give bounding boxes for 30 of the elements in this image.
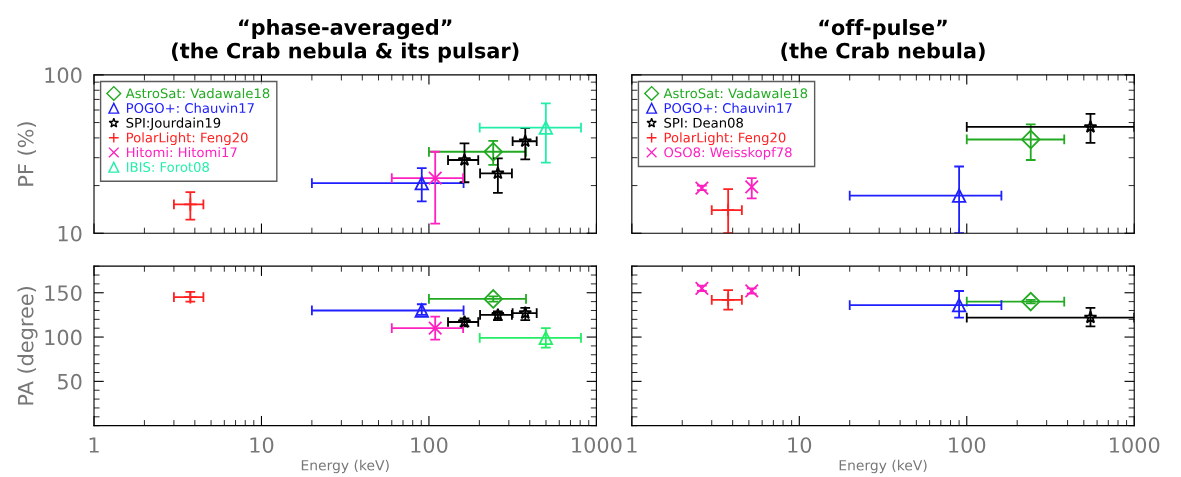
legend-label: IBIS: Forot08 [126, 162, 209, 173]
y-tick-label: 150 [45, 285, 82, 301]
x-tick-label: 1 [627, 437, 637, 453]
y-tick-label: 10 [58, 225, 82, 242]
y-tick-label: 50 [57, 373, 82, 390]
x-tick-label: 100 [949, 437, 986, 453]
y-axis-title: PA (degree) [17, 287, 38, 405]
y-tick-label: 100 [45, 67, 82, 84]
legend-label: SPI: Dean08 [664, 117, 743, 128]
x-tick-label: 100 [411, 437, 448, 453]
chart-title: “phase-averaged” (the Crab nebula & its pulsar) [172, 18, 519, 63]
y-axis-title: PF (%) [17, 122, 36, 186]
x-axis-title: Energy (keV) [839, 459, 927, 474]
legend-label: SPI:Jourdain19 [126, 117, 221, 131]
x-tick-label: 10 [250, 437, 274, 453]
legend-label: AstroSat: Vadawale18 [125, 88, 270, 99]
x-tick-label: 1000 [572, 437, 622, 453]
legend-label: POGO+: Chauvin17 [126, 102, 254, 114]
x-tick-label: 1 [89, 437, 99, 453]
legend-label: Hitomi: Hitomi17 [126, 147, 237, 158]
chart-title: “off-pulse” (the Crab nebula) [781, 19, 985, 61]
x-tick-label: 10 [788, 437, 812, 453]
legend-label: POGO+: Chauvin17 [664, 102, 792, 114]
legend-label: PolarLight: Feng20 [126, 132, 248, 146]
y-tick-label: 100 [45, 329, 82, 346]
x-tick-label: 1000 [1110, 437, 1160, 453]
legend-label: OSO8: Weisskopf78 [664, 147, 792, 160]
x-axis-title: Energy (keV) [301, 459, 389, 474]
legend-label: AstroSat: Vadawale18 [663, 88, 808, 99]
legend-label: PolarLight: Feng20 [664, 132, 786, 146]
